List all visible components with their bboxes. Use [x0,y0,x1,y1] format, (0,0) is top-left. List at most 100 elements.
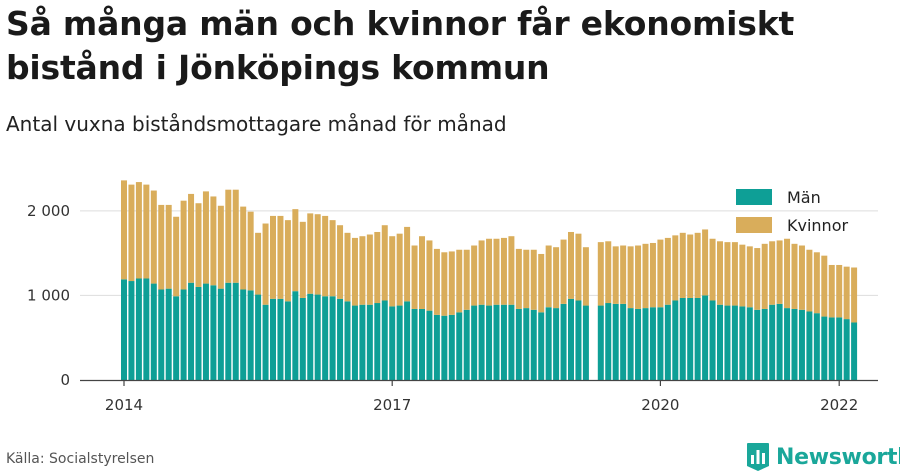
bar-woman [843,266,850,320]
bar-woman [173,216,180,297]
bar-man [769,304,776,380]
y-tick-label: 2 000 [27,202,70,220]
bar-woman [210,196,217,286]
bar-woman [776,240,783,304]
stacked-bar-chart: 0 1 000 2 000 2014 2017 2020 2022 Män Kvinnor [27,180,878,414]
bar-woman [359,236,366,305]
bar-man [389,306,396,380]
bar-woman [806,249,813,312]
bar-woman [366,234,373,305]
bar-man [433,314,440,380]
bar-man [240,289,247,380]
y-tick-label: 1 000 [27,286,70,304]
bar-woman [724,242,731,306]
bar-man [419,308,425,380]
bar-man [821,316,828,380]
bar-woman [642,243,649,309]
bar-woman [121,180,127,280]
bar-man [605,303,612,380]
bar-man [210,285,217,380]
bar-woman [292,209,299,292]
bar-woman [717,241,723,305]
bars [121,180,858,380]
bar-man [791,308,798,380]
bar-woman [195,203,202,287]
bar-woman [731,242,738,306]
bar-man [806,311,813,380]
bar-man [180,289,187,380]
bar-man [784,308,791,380]
legend-label: Män [787,188,821,207]
bar-woman [553,247,560,309]
bar-woman [582,247,589,306]
bar-man [538,312,545,380]
bar-man [486,305,493,380]
axes: 0 1 000 2 000 2014 2017 2020 2022 [27,202,878,414]
bar-woman [307,213,314,294]
bar-woman [225,189,232,283]
bar-woman [448,251,455,315]
bar-woman [188,193,195,283]
chart-subtitle: Antal vuxna biståndsmottagare månad för … [6,112,507,136]
bar-woman [649,242,656,308]
bar-woman [165,204,172,289]
bar-woman [679,232,686,298]
bar-man [277,298,284,380]
bar-woman [426,240,433,311]
bar-woman [337,225,344,299]
bar-woman [143,184,150,279]
bar-woman [322,215,329,297]
bar-man [322,296,329,380]
bar-man [195,286,202,380]
bar-man [545,307,552,380]
bar-woman [813,252,820,314]
bar-man [121,279,127,380]
bar-woman [828,264,835,318]
bar-man [523,308,530,380]
bar-man [836,317,843,380]
bar-woman [478,240,485,305]
bar-woman [791,243,798,309]
bar-man [314,294,321,380]
bar-woman [277,215,284,299]
bar-woman [374,231,381,304]
bar-woman [612,246,619,304]
brand-name: Newsworthy [776,444,900,470]
bar-man [754,309,761,380]
bar-woman [158,204,165,290]
bar-man [247,290,254,380]
bar-woman [381,225,388,301]
bar-man [366,304,373,380]
bar-man [359,304,366,380]
bar-man [471,305,478,380]
bar-man [262,304,269,380]
newsworthy-logo-icon [747,443,769,471]
bar-man [687,297,694,380]
bar-woman [694,232,701,298]
bar-man [657,307,664,380]
bar-man [292,291,299,380]
bar-man [232,282,239,380]
bar-man [694,297,701,380]
bar-man [798,309,805,380]
bar-man [188,282,195,380]
bar-woman [255,232,262,295]
bar-woman [433,248,440,315]
bar-woman [344,232,351,302]
bar-woman [523,249,530,309]
bar-woman [314,214,321,295]
bar-woman [851,267,858,323]
bar-man [128,281,135,380]
bar-woman [463,249,470,310]
bar-woman [784,238,791,309]
bar-man [635,308,642,380]
bar-woman [284,220,291,302]
bar-woman [657,239,664,308]
bar-man [135,278,142,380]
bar-man [351,305,358,380]
bar-man [515,308,522,380]
bar-woman [396,233,403,306]
bar-man [456,312,463,380]
bar-woman [180,200,187,290]
bar-woman [798,245,805,310]
